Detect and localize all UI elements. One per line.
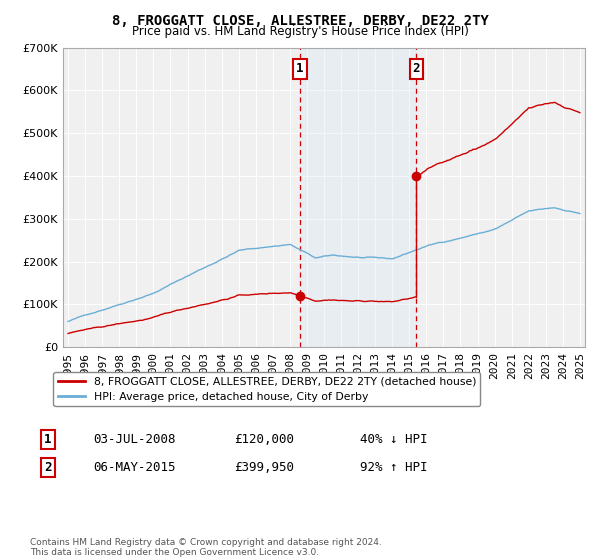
- Text: 06-MAY-2015: 06-MAY-2015: [93, 461, 176, 474]
- Text: £399,950: £399,950: [234, 461, 294, 474]
- Text: 1: 1: [44, 433, 52, 446]
- Text: 8, FROGGATT CLOSE, ALLESTREE, DERBY, DE22 2TY: 8, FROGGATT CLOSE, ALLESTREE, DERBY, DE2…: [112, 14, 488, 28]
- Text: 1: 1: [296, 63, 304, 76]
- Bar: [300, 48, 416, 347]
- Text: Price paid vs. HM Land Registry's House Price Index (HPI): Price paid vs. HM Land Registry's House …: [131, 25, 469, 38]
- Text: 40% ↓ HPI: 40% ↓ HPI: [360, 433, 427, 446]
- Text: 92% ↑ HPI: 92% ↑ HPI: [360, 461, 427, 474]
- Text: 2: 2: [413, 63, 420, 76]
- Text: 2: 2: [44, 461, 52, 474]
- Text: £120,000: £120,000: [234, 433, 294, 446]
- Text: Contains HM Land Registry data © Crown copyright and database right 2024.
This d: Contains HM Land Registry data © Crown c…: [30, 538, 382, 557]
- Text: 03-JUL-2008: 03-JUL-2008: [93, 433, 176, 446]
- Legend: 8, FROGGATT CLOSE, ALLESTREE, DERBY, DE22 2TY (detached house), HPI: Average pri: 8, FROGGATT CLOSE, ALLESTREE, DERBY, DE2…: [53, 372, 481, 407]
